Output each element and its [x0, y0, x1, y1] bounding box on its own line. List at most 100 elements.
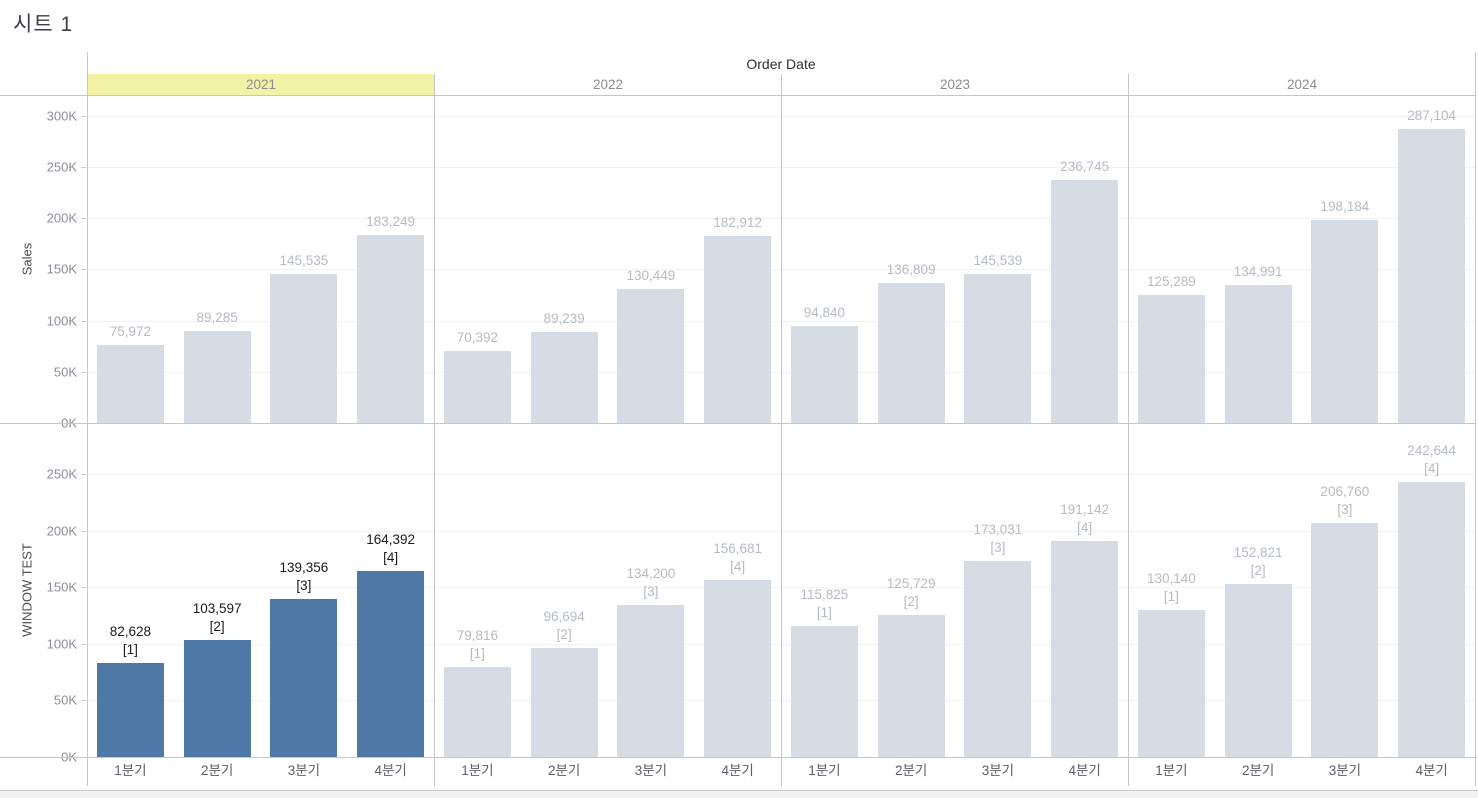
bar[interactable]	[1137, 609, 1205, 757]
bar[interactable]	[1051, 540, 1119, 757]
y-axis-tick-label: 250K	[46, 466, 77, 482]
quarter-header[interactable]: 2분기	[1241, 763, 1275, 778]
bar-value-label: 152,821 [2]	[1233, 544, 1283, 578]
bar-value-label: 130,140 [1]	[1146, 570, 1196, 604]
y-axis-tick-label: 150K	[46, 261, 77, 277]
quarter-header[interactable]: 4분기	[374, 763, 407, 778]
bar[interactable]	[790, 325, 858, 423]
bar[interactable]	[617, 605, 685, 757]
quarter-header[interactable]: 4분기	[721, 763, 754, 778]
year-header-2022[interactable]: 2022	[592, 77, 624, 92]
scrollbar-border	[0, 790, 1478, 791]
y-axis-tick-label: 300K	[46, 108, 77, 123]
quarter-header[interactable]: 3분기	[287, 763, 321, 778]
quarter-header[interactable]: 3분기	[1328, 763, 1362, 778]
bar[interactable]	[183, 639, 251, 757]
bar-value-label: 164,392 [4]	[366, 531, 416, 565]
bar[interactable]	[790, 625, 858, 757]
quarter-header[interactable]: 1분기	[808, 763, 841, 778]
y-axis-tick-label: 200K	[46, 210, 77, 226]
bar-value-label: 136,809	[886, 261, 936, 277]
bar[interactable]	[270, 273, 338, 423]
bar[interactable]	[530, 647, 598, 757]
y-axis-tick	[81, 643, 86, 645]
bar-value-label: 89,239	[543, 310, 585, 326]
column-divider	[434, 74, 435, 786]
bar[interactable]	[1311, 522, 1379, 757]
bar[interactable]	[443, 666, 511, 757]
y-axis-tick	[81, 115, 86, 117]
horizontal-scrollbar[interactable]	[0, 791, 1478, 798]
y-axis-tick-label: 100K	[46, 313, 77, 328]
bar[interactable]	[183, 331, 251, 423]
sheet-title: 시트 1	[13, 13, 74, 36]
bar-value-label: 191,142 [4]	[1060, 501, 1110, 535]
bar-value-label: 96,694 [2]	[543, 608, 585, 642]
y-axis-tick-label: 50K	[53, 692, 77, 708]
column-field-label: Order Date	[746, 56, 816, 72]
bar[interactable]	[1224, 583, 1292, 757]
bar[interactable]	[1398, 128, 1466, 423]
year-header-2024[interactable]: 2024	[1286, 77, 1318, 92]
bar[interactable]	[964, 561, 1032, 757]
year-header-2023[interactable]: 2023	[939, 77, 971, 92]
bar-value-label: 183,249	[366, 214, 416, 230]
header-underline	[0, 95, 1475, 96]
y-axis-tick	[81, 700, 86, 702]
bar[interactable]	[877, 282, 945, 423]
quarter-header[interactable]: 2분기	[200, 763, 234, 778]
bar[interactable]	[1051, 180, 1119, 423]
bar-value-label: 79,816 [1]	[456, 627, 499, 661]
bar-value-label: 145,535	[279, 252, 329, 268]
quarter-header[interactable]: 3분기	[981, 763, 1015, 778]
column-divider	[781, 74, 782, 786]
quarter-header[interactable]: 3분기	[634, 763, 668, 778]
quarter-header[interactable]: 1분기	[461, 763, 494, 778]
bar[interactable]	[877, 614, 945, 757]
quarter-header[interactable]: 4분기	[1415, 763, 1448, 778]
bar[interactable]	[1311, 219, 1379, 423]
bar-value-label: 130,449	[626, 268, 676, 284]
bar[interactable]	[617, 289, 685, 423]
y-axis-tick-label: 250K	[46, 159, 77, 175]
bar-value-label: 75,972	[109, 324, 152, 340]
y-axis-tick	[81, 371, 86, 373]
bar[interactable]	[1398, 482, 1466, 757]
bar-value-label: 156,681 [4]	[713, 540, 763, 574]
bar[interactable]	[443, 350, 511, 423]
y-axis-tick	[81, 269, 86, 271]
bar-value-label: 139,356 [3]	[279, 560, 329, 594]
bar[interactable]	[704, 579, 772, 757]
quarter-header[interactable]: 2분기	[894, 763, 928, 778]
y-axis-tick-label: 100K	[46, 636, 77, 652]
quarter-header[interactable]: 4분기	[1068, 763, 1101, 778]
y-axis-tick	[81, 320, 86, 322]
bar[interactable]	[270, 599, 338, 757]
bar[interactable]	[530, 331, 598, 423]
bar-value-label: 182,912	[713, 214, 763, 230]
bar-value-label: 173,031 [3]	[973, 522, 1023, 556]
row-divider	[0, 423, 1475, 424]
bar[interactable]	[96, 663, 164, 757]
bar[interactable]	[357, 235, 425, 423]
bar-value-label: 94,840	[803, 304, 846, 320]
bar-value-label: 287,104	[1407, 107, 1457, 123]
bar-value-label: 115,825 [1]	[800, 586, 849, 620]
quarter-header[interactable]: 1분기	[114, 763, 147, 778]
quarter-header[interactable]: 1분기	[1155, 763, 1188, 778]
bar[interactable]	[96, 345, 164, 423]
x-axis-line	[0, 757, 1475, 758]
y-axis-tick	[81, 473, 86, 475]
y-axis-tick	[81, 166, 86, 168]
bar-value-label: 206,760 [3]	[1320, 483, 1370, 517]
bar[interactable]	[1224, 284, 1292, 423]
bar-value-label: 89,285	[196, 310, 238, 326]
bar[interactable]	[1137, 294, 1205, 423]
year-header-2021[interactable]: 2021	[88, 74, 434, 95]
bar[interactable]	[704, 235, 772, 423]
bar[interactable]	[357, 570, 425, 757]
bar-value-label: 125,289	[1146, 273, 1196, 289]
quarter-header[interactable]: 2분기	[547, 763, 581, 778]
bar[interactable]	[964, 273, 1032, 423]
